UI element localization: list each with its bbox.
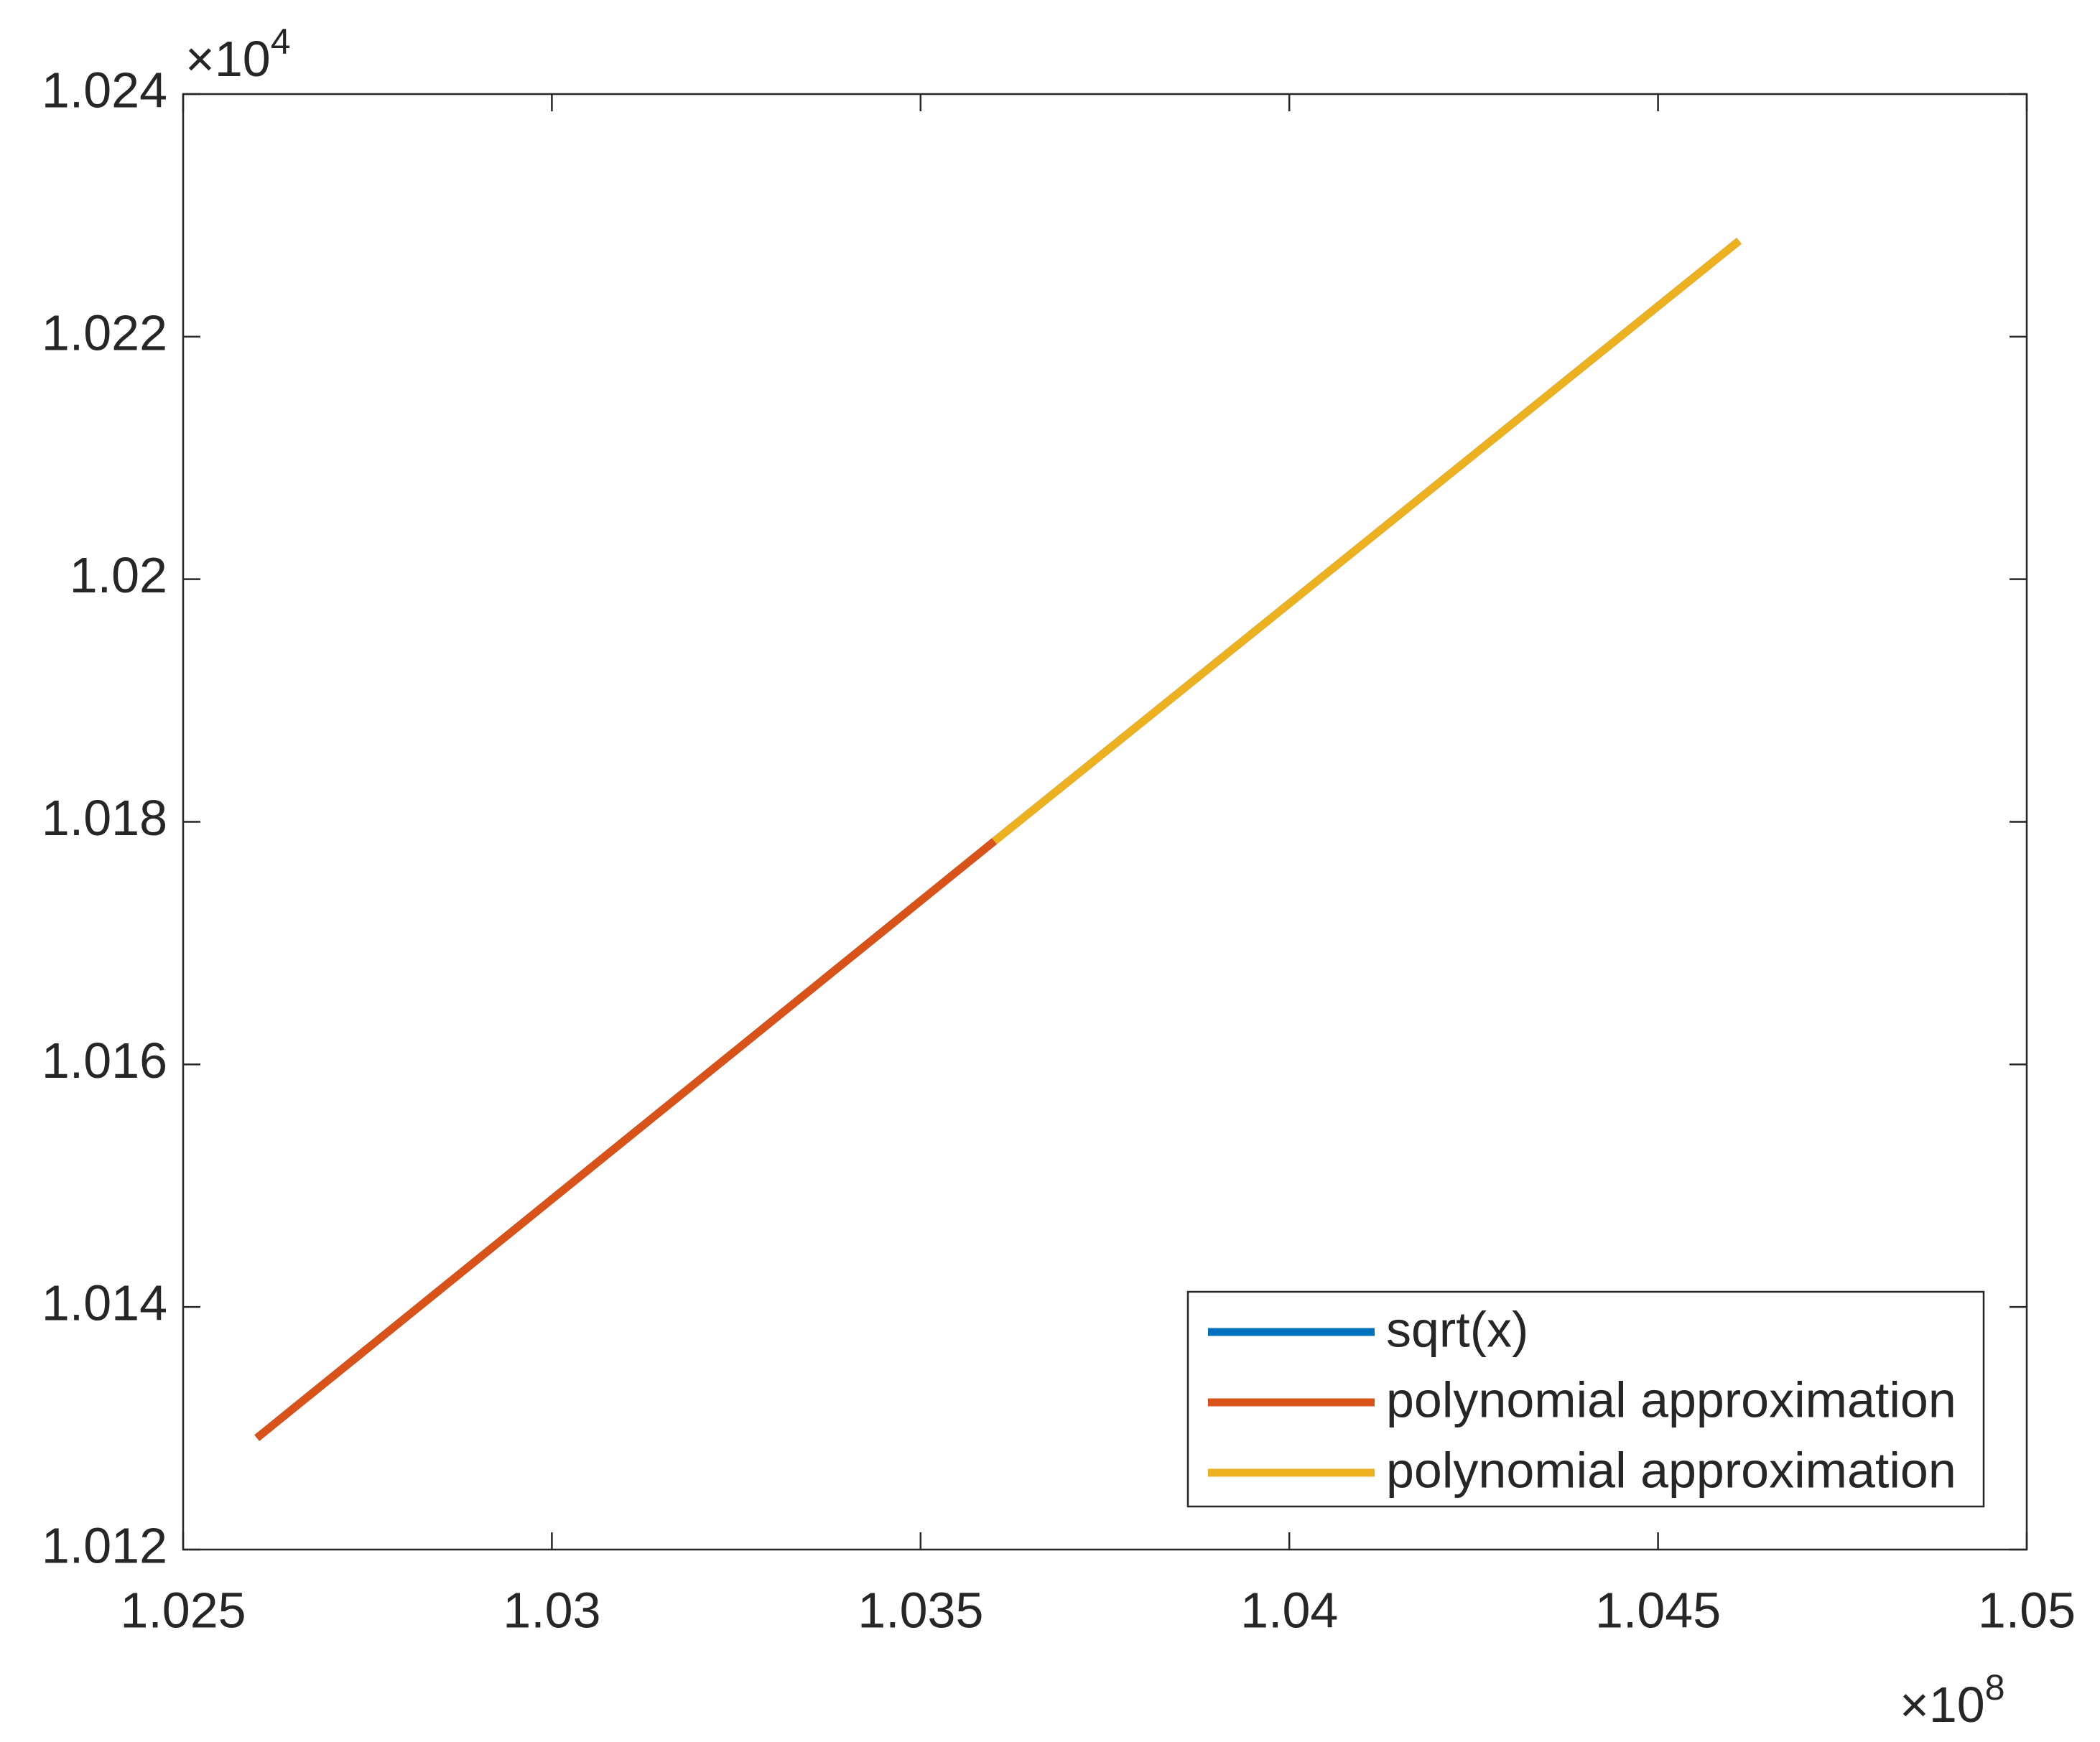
y-tick-label: 1.018 [42,790,167,846]
x-multiplier-base: ×10 [1900,1677,1985,1733]
x-tick-label: 1.035 [858,1582,983,1638]
legend-label: polynomial approximation [1386,1371,1956,1427]
x-tick-label: 1.04 [1240,1582,1338,1638]
y-tick-label: 1.024 [42,62,167,118]
y-tick-label: 1.02 [70,547,167,603]
legend-label: polynomial approximation [1386,1442,1956,1498]
series-line [254,838,997,1441]
y-multiplier-base: ×10 [185,31,271,87]
legend-label: sqrt(x) [1386,1301,1528,1357]
y-tick-label: 1.014 [42,1275,167,1331]
x-tick-label: 1.05 [1978,1582,2076,1638]
x-multiplier: ×108 [1900,1667,2005,1733]
y-tick-label: 1.012 [42,1517,167,1573]
series-line [992,238,1742,844]
y-multiplier: ×104 [185,22,291,87]
x-tick-label: 1.03 [503,1582,600,1638]
y-tick-label: 1.022 [42,304,167,360]
y-multiplier-exp: 4 [271,22,291,62]
x-tick-label: 1.045 [1595,1582,1721,1638]
x-tick-label: 1.025 [120,1582,246,1638]
x-multiplier-exp: 8 [1985,1667,2005,1708]
y-tick-label: 1.016 [42,1033,167,1089]
legend: sqrt(x) polynomial approximation polynomia… [1186,1290,1985,1508]
